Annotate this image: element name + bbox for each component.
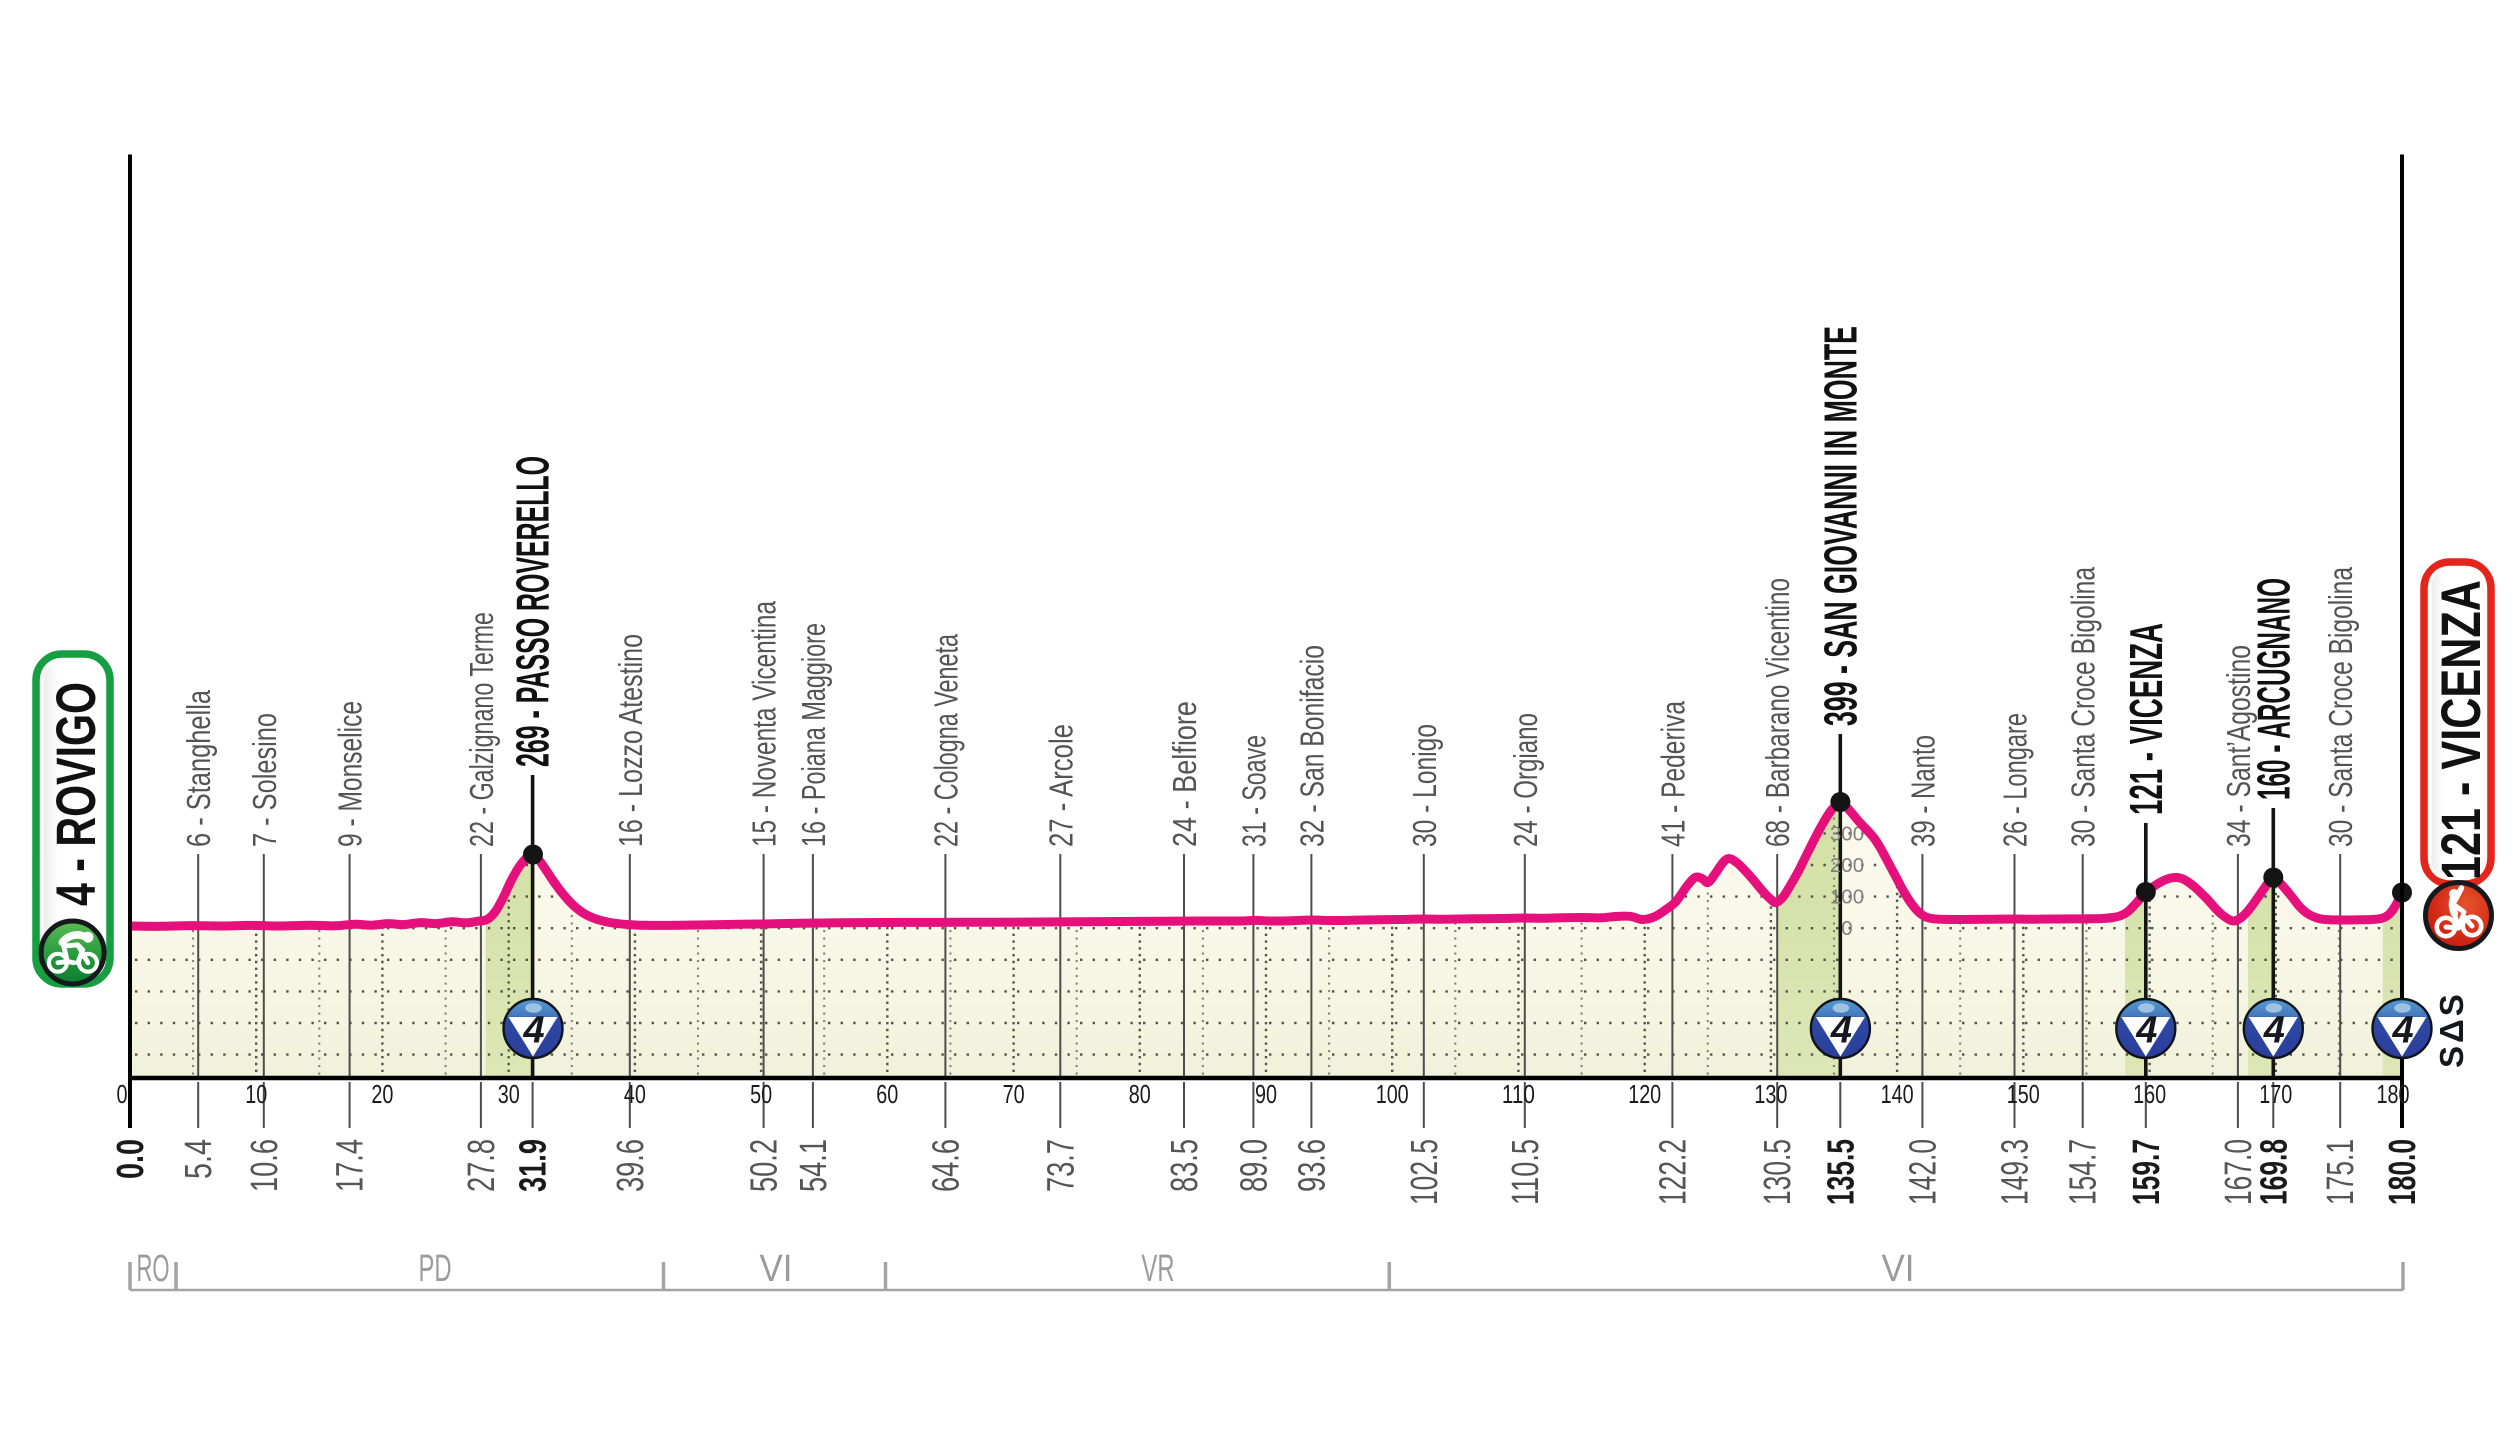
svg-text:93.6: 93.6 [1291,1139,1333,1192]
svg-text:7 - Solesino: 7 - Solesino [246,713,283,847]
svg-text:269 - PASSO ROVERELLO: 269 - PASSO ROVERELLO [507,456,559,767]
svg-text:31 - Soave: 31 - Soave [1235,735,1272,847]
svg-text:16 - Lozzo Atestino: 16 - Lozzo Atestino [612,634,649,847]
svg-text:PD: PD [419,1248,452,1290]
svg-text:RO: RO [137,1248,170,1290]
svg-text:39.6: 39.6 [610,1139,652,1192]
svg-text:VI: VI [760,1248,793,1290]
svg-text:22 - Galzignano Terme: 22 - Galzignano Terme [463,612,500,847]
svg-text:142.0: 142.0 [1902,1139,1944,1205]
svg-text:4: 4 [2135,1010,2157,1052]
svg-text:39 - Nanto: 39 - Nanto [1904,735,1941,847]
svg-text:122.2: 122.2 [1652,1139,1694,1205]
svg-text:64.6: 64.6 [925,1139,967,1192]
svg-text:200: 200 [1830,854,1864,877]
svg-text:27.8: 27.8 [461,1139,503,1192]
svg-text:140: 140 [1881,1079,1914,1109]
svg-text:120: 120 [1628,1079,1661,1109]
svg-text:175.1: 175.1 [2320,1139,2362,1205]
svg-text:6 - Stanghella: 6 - Stanghella [180,690,217,847]
svg-text:30: 30 [498,1079,520,1109]
svg-text:70: 70 [1003,1079,1025,1109]
svg-text:102.5: 102.5 [1404,1139,1446,1205]
svg-text:149.3: 149.3 [1995,1139,2037,1205]
svg-text:20: 20 [371,1079,393,1109]
svg-text:54.1: 54.1 [793,1139,835,1192]
svg-text:100: 100 [1376,1079,1409,1109]
svg-text:50.2: 50.2 [744,1139,786,1192]
svg-text:30 - Lonigo: 30 - Lonigo [1406,724,1443,847]
svg-text:24 - Orgiano: 24 - Orgiano [1507,713,1544,847]
svg-text:41 - Pederiva: 41 - Pederiva [1654,701,1691,847]
svg-text:27 - Arcole: 27 - Arcole [1042,724,1079,847]
svg-text:4: 4 [522,1010,544,1052]
svg-text:10: 10 [245,1079,267,1109]
svg-text:160: 160 [2133,1079,2166,1109]
svg-text:31.9: 31.9 [513,1139,555,1192]
svg-text:68 - Barbarano Vicentino: 68 - Barbarano Vicentino [1759,578,1796,847]
svg-text:130: 130 [1754,1079,1787,1109]
svg-text:17.4: 17.4 [330,1139,372,1192]
svg-text:121 - VICENZA: 121 - VICENZA [2120,623,2172,815]
svg-text:40: 40 [624,1079,646,1109]
svg-text:110: 110 [1502,1079,1535,1109]
svg-text:100: 100 [1830,886,1864,909]
svg-text:60: 60 [876,1079,898,1109]
svg-text:80: 80 [1129,1079,1151,1109]
svg-text:154.7: 154.7 [2063,1139,2105,1205]
svg-text:VR: VR [1142,1248,1175,1290]
svg-text:0.0: 0.0 [110,1139,152,1179]
svg-text:89.0: 89.0 [1233,1139,1275,1192]
svg-text:0: 0 [117,1079,128,1109]
svg-text:170: 170 [2259,1079,2292,1109]
svg-text:150: 150 [2007,1079,2040,1109]
svg-text:83.5: 83.5 [1164,1139,1206,1192]
svg-text:0: 0 [1841,917,1852,940]
svg-text:34 - Sant’Agostino: 34 - Sant’Agostino [2220,645,2257,847]
svg-text:399 - SAN GIOVANNI IN MONTE: 399 - SAN GIOVANNI IN MONTE [1814,326,1866,726]
svg-text:300: 300 [1830,822,1864,845]
svg-text:22 - Cologna Veneta: 22 - Cologna Veneta [927,634,964,847]
svg-text:5.4: 5.4 [178,1139,220,1179]
svg-text:30 - Santa Croce Bigolina: 30 - Santa Croce Bigolina [2322,567,2359,847]
svg-text:4: 4 [1830,1010,1852,1052]
svg-text:30 - Santa Croce Bigolina: 30 - Santa Croce Bigolina [2065,567,2102,847]
svg-text:VI: VI [1882,1248,1915,1290]
svg-text:9 - Monselice: 9 - Monselice [332,701,369,847]
svg-text:180.0: 180.0 [2382,1139,2424,1205]
svg-text:167.0: 167.0 [2218,1139,2260,1205]
svg-text:24 - Belfiore: 24 - Belfiore [1166,701,1203,847]
svg-text:16 - Poiana Maggiore: 16 - Poiana Maggiore [795,623,832,847]
svg-text:160 - ARCUGNANO: 160 - ARCUGNANO [2247,578,2299,800]
svg-text:4: 4 [2391,1010,2413,1052]
svg-text:110.5: 110.5 [1505,1139,1547,1205]
svg-text:50: 50 [750,1079,772,1109]
svg-text:26 - Longare: 26 - Longare [1997,713,2034,847]
svg-text:169.8: 169.8 [2253,1139,2295,1205]
svg-text:4: 4 [2263,1010,2285,1052]
svg-text:73.7: 73.7 [1040,1139,1082,1192]
svg-text:10.6: 10.6 [244,1139,286,1192]
svg-text:135.5: 135.5 [1820,1139,1862,1205]
svg-text:121 - VICENZA: 121 - VICENZA [2429,580,2492,880]
svg-text:90: 90 [1255,1079,1277,1109]
svg-text:180: 180 [2377,1079,2410,1109]
svg-text:130.5: 130.5 [1757,1139,1799,1205]
svg-text:4 - ROVIGO: 4 - ROVIGO [44,682,107,906]
svg-text:15 - Noventa Vicentina: 15 - Noventa Vicentina [746,601,783,847]
svg-text:SΔS: SΔS [2433,991,2470,1068]
svg-text:159.7: 159.7 [2126,1139,2168,1205]
svg-text:32 - San Bonifacio: 32 - San Bonifacio [1293,645,1330,847]
